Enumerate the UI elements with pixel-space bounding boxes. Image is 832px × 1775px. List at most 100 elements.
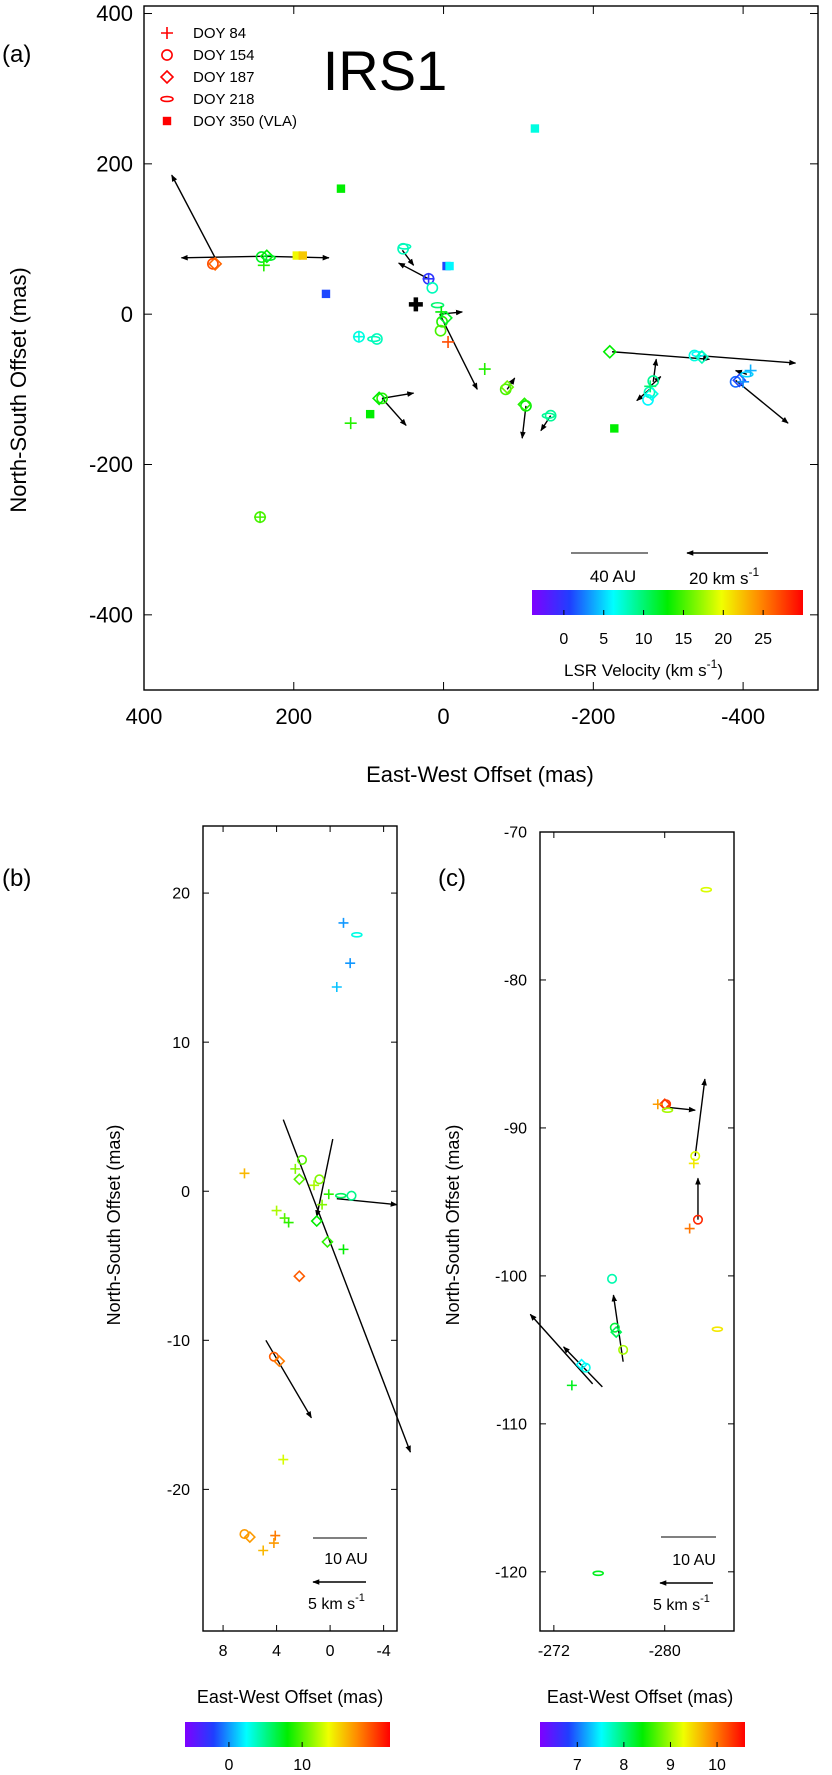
y-tick-label: -10 [167, 1333, 190, 1350]
x-tick-label: -4 [377, 1643, 391, 1660]
legend-label-doy350: DOY 350 (VLA) [193, 113, 297, 130]
y-tick-label: 200 [96, 152, 133, 177]
maser-spot [740, 371, 754, 378]
maser-spot [442, 335, 455, 348]
panel-a-scale-bar-label: 40 AU [590, 567, 636, 586]
maser-spot [367, 335, 381, 343]
maser-spot [642, 393, 654, 406]
maser-spot [273, 1355, 286, 1368]
panel-a-vector-scale-label: 20 km s-1 [689, 565, 760, 588]
panel-c: -272 -280 -70 -80 -90 -100 -110 -120 10 AU 5 km… [443, 825, 745, 1774]
y-tick-label: -110 [496, 1416, 527, 1433]
maser-spot [430, 301, 445, 309]
legend-marker-square [162, 116, 172, 126]
reference-cross-marker [408, 297, 423, 312]
panel-c-label: (c) [438, 865, 466, 892]
motion-vector [694, 1078, 707, 1157]
maser-spot [376, 392, 389, 405]
maser-spot [658, 1098, 671, 1111]
motion-vector [563, 1346, 603, 1388]
maser-spot [309, 1180, 320, 1191]
maser-spot [371, 333, 383, 345]
panel-a-title: IRS1 [323, 39, 448, 102]
y-tick-label: 0 [181, 1184, 190, 1201]
maser-spot [372, 391, 387, 406]
panel-b-frame [202, 825, 398, 1632]
y-tick-label: 20 [172, 886, 190, 903]
y-tick-label: 0 [121, 302, 133, 327]
maser-spot [208, 256, 223, 271]
maser-spot [255, 251, 268, 263]
maser-spot [351, 932, 363, 938]
maser-spot [290, 1163, 301, 1174]
panel-c-vector-scale-label: 5 km s-1 [653, 1593, 710, 1614]
motion-vector [180, 254, 264, 261]
panel-b-vector-scale-label: 5 km s-1 [308, 1592, 365, 1613]
legend-label-doy218: DOY 218 [193, 91, 254, 108]
maser-spot [544, 409, 557, 422]
maser-spot [434, 324, 447, 337]
maser-spot [397, 243, 412, 250]
motion-vector [698, 354, 797, 366]
maser-spot [338, 1244, 349, 1255]
maser-spot [239, 1168, 250, 1179]
maser-spot [737, 375, 750, 388]
maser-spot [262, 254, 276, 262]
maser-spot [278, 1454, 289, 1465]
legend-label-doy187: DOY 187 [193, 69, 254, 86]
maser-spot [744, 364, 757, 377]
legend-marker-eye [160, 95, 174, 103]
y-tick-label: -120 [495, 1564, 527, 1581]
maser-spot [257, 259, 270, 272]
colorbar-tick-label: 10 [708, 1757, 726, 1774]
legend-marker-circle [161, 49, 173, 61]
maser-spot [575, 1358, 588, 1371]
motion-vector [735, 379, 789, 424]
y-tick-label: 10 [172, 1035, 190, 1052]
maser-spot [283, 1217, 294, 1228]
maser-spot [445, 261, 454, 271]
y-tick-label: -100 [495, 1268, 527, 1285]
panel-c-xlabel: East-West Offset (mas) [547, 1687, 733, 1707]
maser-spot [688, 1158, 699, 1169]
maser-spot [321, 1235, 334, 1249]
maser-spot [602, 344, 617, 359]
maser-spot [692, 1214, 704, 1225]
y-tick-label: -90 [504, 1121, 527, 1138]
maser-spot [259, 249, 274, 264]
colorbar-tick-label: 25 [754, 631, 772, 648]
maser-spot [352, 330, 365, 343]
maser-spot [336, 184, 346, 193]
maser-spot [652, 1099, 663, 1110]
maser-spot [609, 1322, 620, 1333]
maser-spot [243, 1530, 256, 1544]
maser-spot [690, 1150, 701, 1162]
maser-spot [317, 1199, 328, 1210]
y-tick-label: -200 [89, 452, 133, 477]
maser-spot [331, 982, 342, 992]
maser-spot [344, 417, 357, 430]
maser-spot [422, 272, 435, 285]
motion-vector [336, 1197, 398, 1207]
panel-b-colorbar [185, 1722, 390, 1747]
motion-vector [401, 249, 415, 266]
panel-c-scale-bar-label: 10 AU [672, 1552, 716, 1569]
x-tick-label: 8 [219, 1643, 228, 1660]
maser-spot [335, 1192, 347, 1199]
legend-marker-plus [161, 27, 173, 39]
maser-spot [321, 289, 331, 299]
panel-a-ylabel: North-South Offset (mas) [6, 267, 31, 512]
maser-spot [530, 124, 540, 133]
panel-a-colorbar-label: LSR Velocity (km s-1) [564, 657, 723, 680]
maser-spot [618, 1344, 629, 1355]
legend-label-doy84: DOY 84 [193, 25, 246, 42]
motion-vector [529, 1313, 594, 1385]
legend-marker-diamond [159, 69, 175, 85]
maser-spot [310, 1214, 323, 1228]
maser-spot [566, 1380, 577, 1391]
panel-a-frame [143, 5, 819, 691]
motion-vector [652, 358, 659, 382]
maser-spot [270, 1530, 281, 1541]
maser-spot [610, 424, 619, 433]
